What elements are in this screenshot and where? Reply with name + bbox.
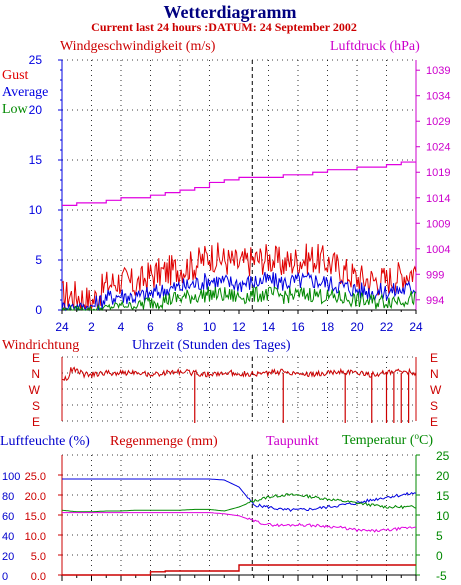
temperature-y-tick-label: 0 [436, 549, 443, 563]
humidity-y-tick-label: 100 [2, 471, 20, 483]
wind-y-tick-label: 10 [29, 203, 43, 217]
humidity-y-tick-label: 60 [2, 511, 14, 523]
direction-right-label: N [430, 367, 439, 381]
direction-right-label: E [430, 415, 438, 429]
humidity-title: Luftfeuchte (%) [0, 434, 90, 449]
pressure-y-tick-label: 1004 [426, 244, 450, 256]
wind-x-tick-label: 12 [232, 320, 246, 334]
dewpoint-title: Taupunkt [266, 434, 319, 449]
temperature-y-tick-label: -5 [436, 569, 447, 583]
x-axis-title: Uhrzeit (Stunden des Tages) [132, 338, 291, 353]
page-title: Wetterdiagramm [164, 2, 297, 22]
pressure-series [62, 161, 416, 207]
rain-y-tick-label: 0.0 [31, 571, 46, 583]
humidity-y-tick-label: 80 [2, 491, 14, 503]
direction-right-label: W [430, 383, 442, 397]
wind-series-average [61, 271, 417, 312]
pressure-y-tick-label: 1009 [426, 218, 450, 230]
rain-y-tick-label: 20.0 [25, 491, 46, 503]
direction-left-label: N [31, 367, 40, 381]
wind-x-tick-label: 2 [88, 320, 95, 334]
temperature-y-tick-label: 5 [436, 529, 443, 543]
rain-y-tick-label: 5.0 [31, 551, 46, 563]
pressure-y-tick-label: 1014 [426, 193, 450, 205]
wind-x-tick-label: 24 [409, 320, 423, 334]
rain-y-tick-label: 15.0 [25, 511, 46, 523]
wind-x-tick-label: 24 [55, 320, 69, 334]
wind-x-tick-label: 4 [118, 320, 125, 334]
rain-y-tick-label: 10.0 [25, 531, 46, 543]
wind-x-tick-label: 8 [177, 320, 184, 334]
rain-y-tick-label: 25.0 [25, 471, 46, 483]
pressure-y-tick-label: 1039 [426, 65, 450, 77]
wind-x-tick-label: 20 [350, 320, 364, 334]
temperature-title-main: Temperatur ( [342, 433, 415, 448]
legend-low: Low [2, 102, 29, 117]
temperature-y-tick-label: 15 [436, 489, 450, 503]
temperature-y-tick-label: 25 [436, 449, 450, 463]
temperature-series [61, 493, 417, 513]
wind-series-gust [61, 242, 417, 311]
wind-x-tick-label: 22 [380, 320, 394, 334]
humidity-series [62, 478, 417, 512]
pressure-axis-title: Luftdruck (hPa) [330, 39, 420, 54]
direction-left-label: S [32, 399, 40, 413]
wind-y-tick-label: 25 [29, 53, 43, 67]
temperature-title: Temperatur (oC) [342, 431, 433, 448]
wind-x-tick-label: 16 [291, 320, 305, 334]
wind-y-tick-label: 0 [35, 303, 42, 317]
direction-chart-title: Windrichtung [2, 338, 79, 353]
dewpoint-series [62, 512, 416, 533]
wind-chart-title: Windgeschwindigkeit (m/s) [60, 39, 216, 54]
direction-left-label: W [29, 383, 41, 397]
wind-y-tick-label: 5 [35, 253, 42, 267]
wind-y-tick-label: 20 [29, 103, 43, 117]
pressure-y-tick-label: 1029 [426, 116, 450, 128]
pressure-y-tick-label: 1034 [426, 91, 450, 103]
direction-right-label: S [430, 399, 438, 413]
legend-average: Average [2, 85, 48, 100]
legend-gust: Gust [2, 68, 29, 83]
direction-left-label: E [32, 415, 40, 429]
wind-x-tick-label: 10 [203, 320, 217, 334]
pressure-y-tick-label: 994 [426, 295, 444, 307]
rain-title: Regenmenge (mm) [110, 434, 218, 449]
wind-y-tick-label: 15 [29, 153, 43, 167]
humidity-y-tick-label: 40 [2, 531, 14, 543]
temperature-y-tick-label: 20 [436, 469, 450, 483]
pressure-y-tick-label: 1019 [426, 167, 450, 179]
wind-x-tick-label: 14 [262, 320, 276, 334]
humidity-y-tick-label: 20 [2, 551, 14, 563]
temperature-title-unit: C) [419, 433, 433, 448]
temperature-degree: o [414, 431, 419, 441]
wind-x-tick-label: 18 [321, 320, 335, 334]
rain-series [62, 564, 416, 576]
wind-series-low [61, 286, 417, 312]
direction-left-label: E [32, 351, 40, 365]
page-subtitle: Current last 24 hours :DATUM: 24 Septemb… [91, 20, 357, 34]
pressure-y-tick-label: 1024 [426, 142, 450, 154]
pressure-y-tick-label: 999 [426, 269, 444, 281]
wind-x-tick-label: 6 [147, 320, 154, 334]
humidity-y-tick-label: 0 [2, 571, 8, 583]
direction-series [61, 366, 417, 382]
direction-right-label: E [430, 351, 438, 365]
temperature-y-tick-label: 10 [436, 509, 450, 523]
